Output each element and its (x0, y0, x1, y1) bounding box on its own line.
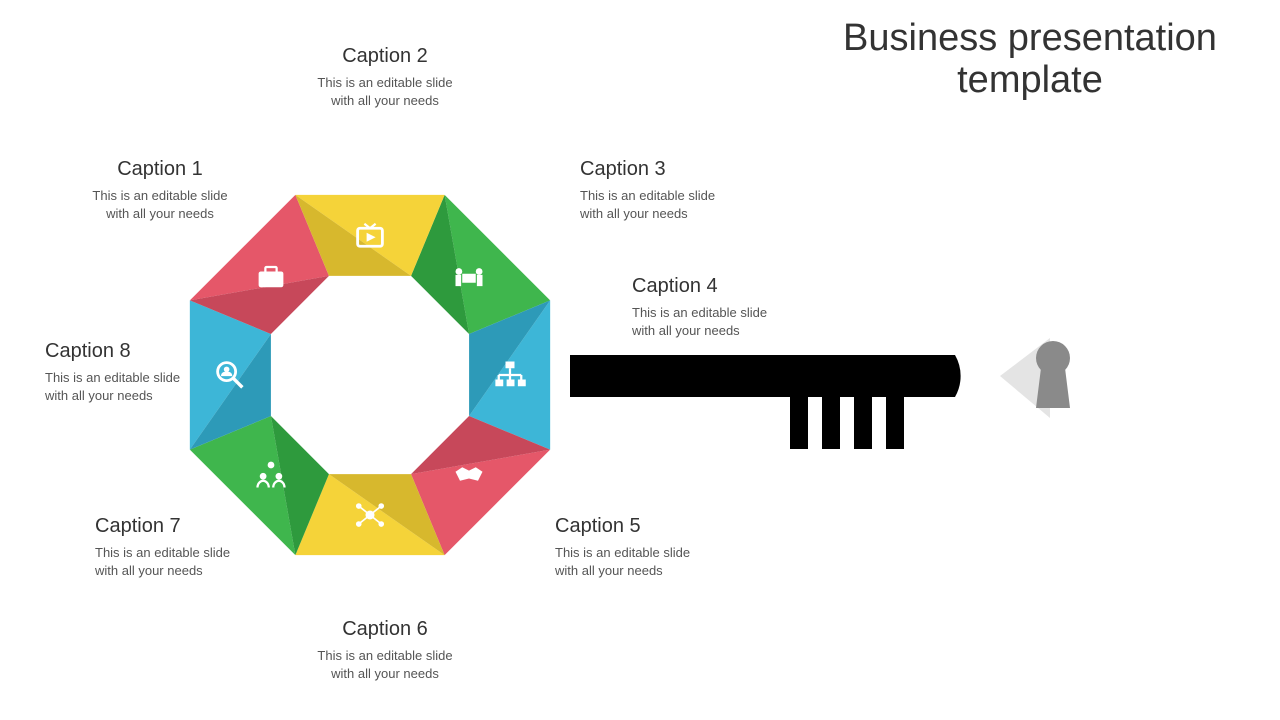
caption-2-title: Caption 2 (290, 45, 480, 68)
caption-1-title: Caption 1 (65, 158, 255, 181)
caption-1: Caption 1 This is an editable slidewith a… (65, 158, 255, 222)
caption-5: Caption 5 This is an editable slidewith a… (555, 515, 745, 579)
caption-2-desc: This is an editable slidewith all your n… (290, 74, 480, 109)
caption-8-desc: This is an editable slidewith all your n… (45, 369, 235, 404)
caption-5-desc: This is an editable slidewith all your n… (555, 544, 745, 579)
org-chart-icon (490, 355, 530, 395)
caption-4: Caption 4 This is an editable slidewith a… (632, 275, 822, 339)
caption-6: Caption 6 This is an editable slidewith a… (290, 618, 480, 682)
caption-8-title: Caption 8 (45, 340, 235, 363)
caption-4-desc: This is an editable slidewith all your n… (632, 304, 822, 339)
caption-3-title: Caption 3 (580, 158, 770, 181)
caption-7: Caption 7 This is an editable slidewith a… (95, 515, 285, 579)
caption-6-title: Caption 6 (290, 618, 480, 641)
meeting-icon (449, 256, 489, 296)
tv-play-icon (350, 215, 390, 255)
caption-2: Caption 2 This is an editable slidewith a… (290, 45, 480, 109)
caption-3-desc: This is an editable slidewith all your n… (580, 187, 770, 222)
handshake-icon (449, 454, 489, 494)
caption-7-desc: This is an editable slidewith all your n… (95, 544, 285, 579)
caption-8: Caption 8 This is an editable slidewith a… (45, 340, 235, 404)
briefcase-icon (251, 256, 291, 296)
caption-3: Caption 3 This is an editable slidewith a… (580, 158, 770, 222)
caption-4-title: Caption 4 (632, 275, 822, 298)
caption-7-title: Caption 7 (95, 515, 285, 538)
slide-root: { "title": { "line1": "Business presenta… (0, 0, 1280, 720)
caption-6-desc: This is an editable slidewith all your n… (290, 647, 480, 682)
team-idea-icon (251, 454, 291, 494)
network-icon (350, 495, 390, 535)
caption-1-desc: This is an editable slidewith all your n… (65, 187, 255, 222)
caption-5-title: Caption 5 (555, 515, 745, 538)
